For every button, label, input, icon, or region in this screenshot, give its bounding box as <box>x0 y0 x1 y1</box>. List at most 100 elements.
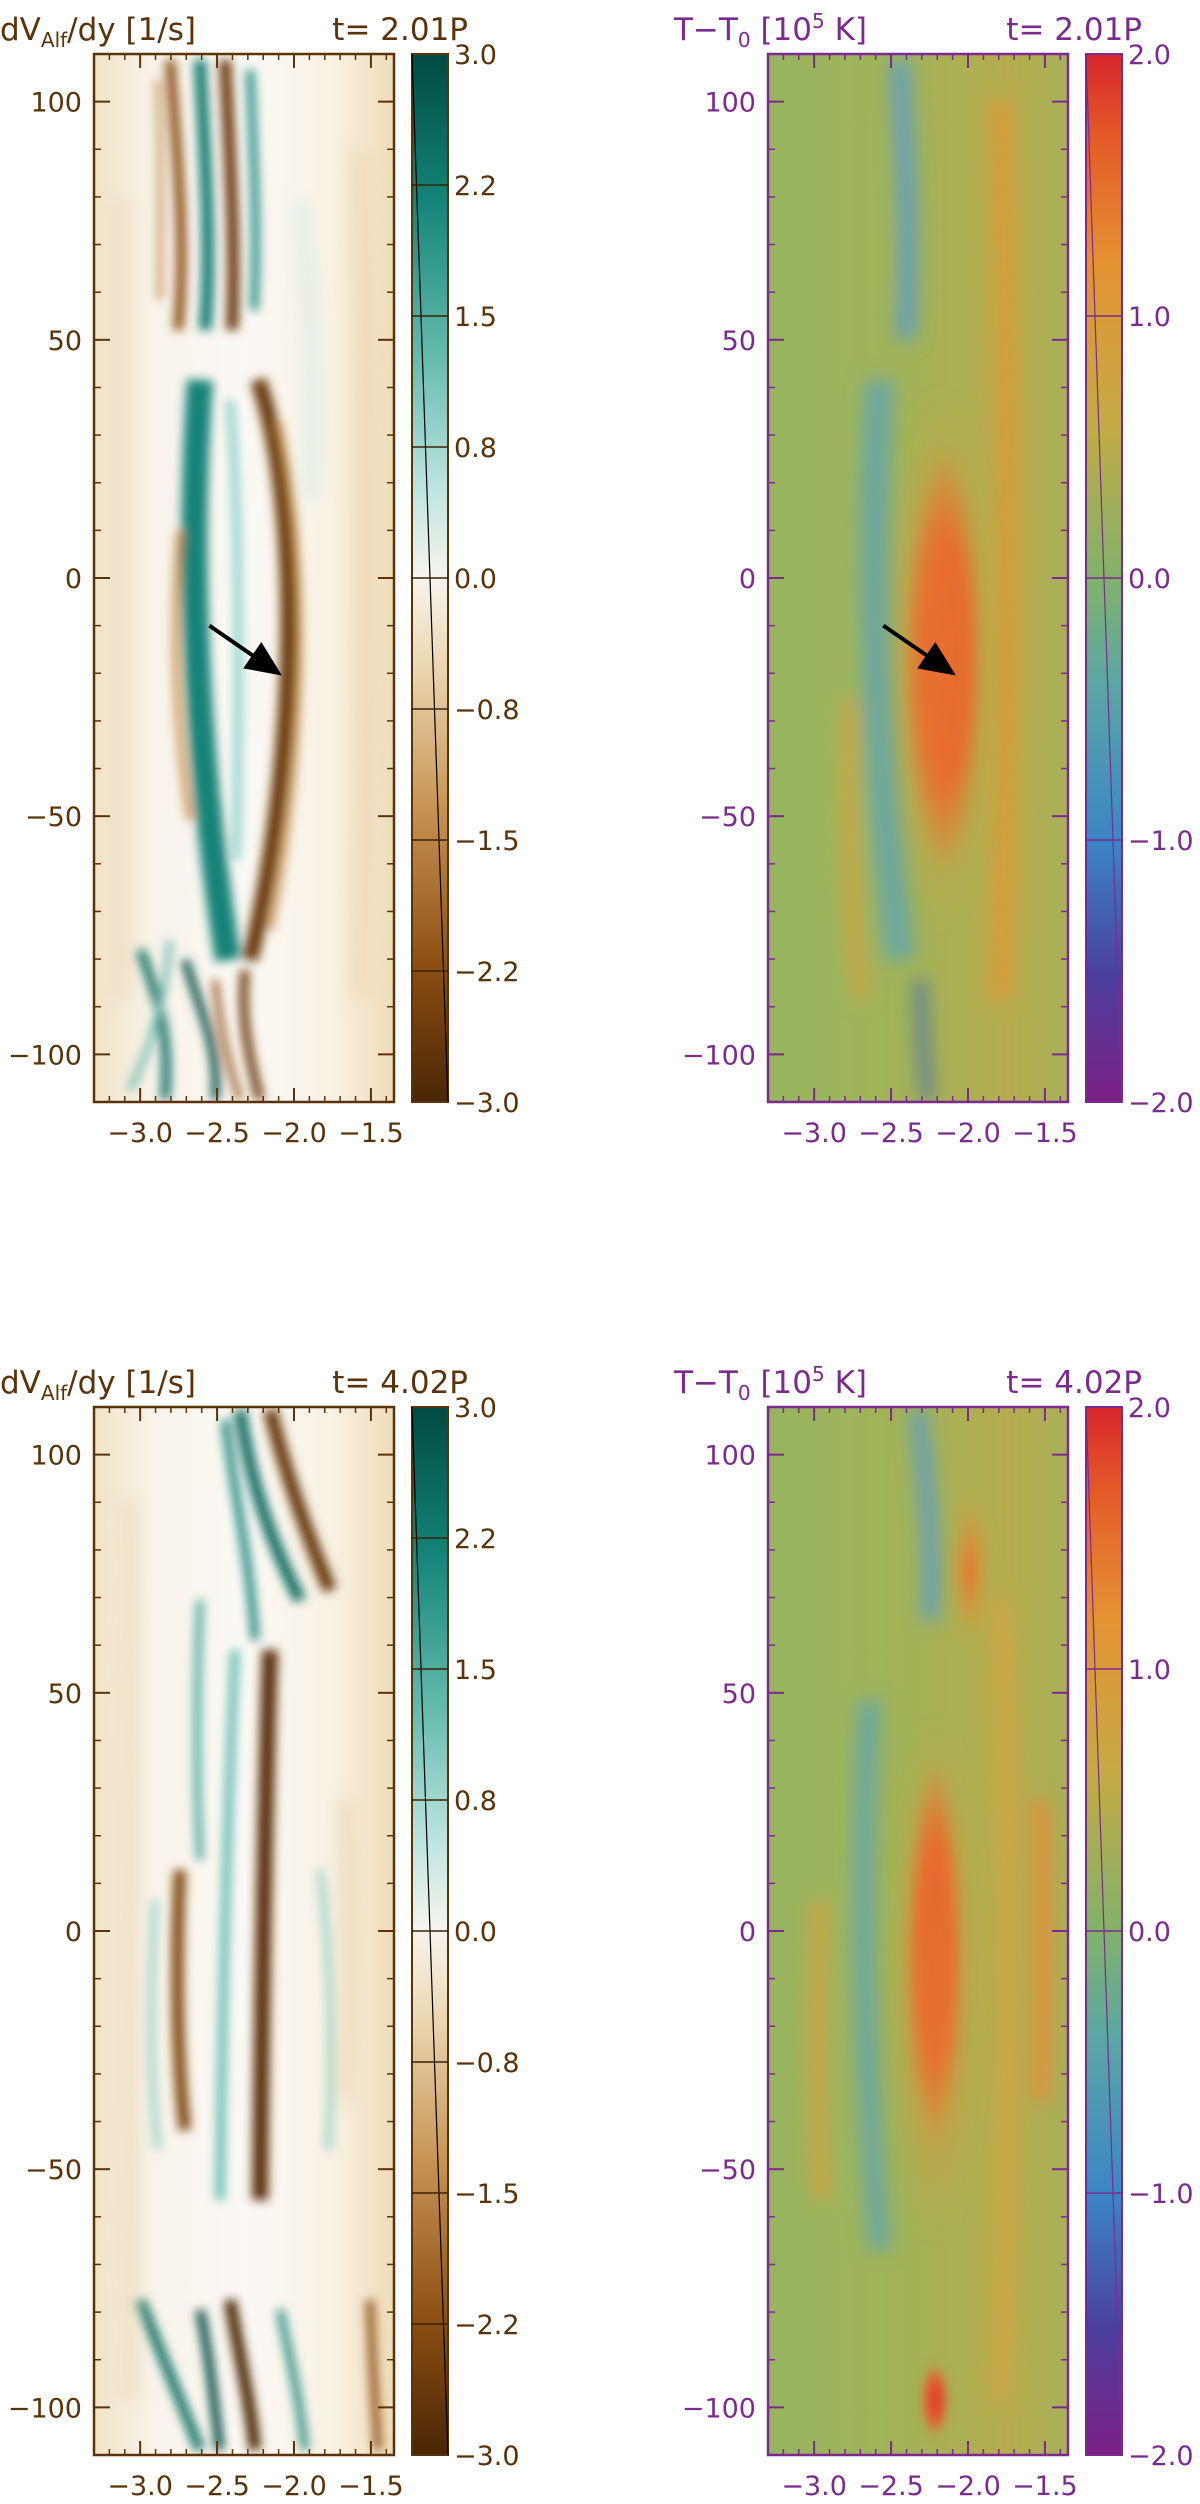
heatmap-field <box>94 54 394 1102</box>
y-tick-label: 50 <box>48 326 82 357</box>
y-tick-label: −100 <box>8 2393 82 2424</box>
y-tick-label: 100 <box>704 1441 756 1472</box>
colorbar-tick-label: 0.0 <box>454 564 497 595</box>
y-tick-label: −100 <box>8 1040 82 1071</box>
y-tick-label: 0 <box>65 1917 82 1948</box>
colorbar-tick-label: 1.5 <box>454 302 497 333</box>
arrow <box>882 623 956 676</box>
colorbar-tick-label: −2.0 <box>1128 2441 1194 2472</box>
title-rest: [10 <box>751 12 812 48</box>
y-tick-label: 100 <box>30 88 82 119</box>
panel-dvdy-t402: −3.0 −2.5 −2.0 −1.5 100 50 0 −50 −100 3.0 2.2 1.5… <box>0 1365 520 2502</box>
y-tick-label: −50 <box>25 802 82 833</box>
colorbar: 2.0 1.0 0.0 −1.0 −2.0 <box>1085 1393 1194 2472</box>
y-tick-label: −50 <box>25 2155 82 2186</box>
title-rest: K] <box>825 1365 867 1401</box>
x-tick-label: −2.5 <box>858 1118 924 1149</box>
colorbar-tick-label: 0.8 <box>454 433 497 464</box>
colorbar-tick-label: 3.0 <box>454 1393 497 1424</box>
x-tick-label: −3.0 <box>107 2471 173 2502</box>
colorbar-tick-label: 0.0 <box>1128 1917 1171 1948</box>
x-tick-label: −3.0 <box>781 2471 847 2502</box>
colorbar: 2.0 1.0 0.0 −1.0 −2.0 <box>1085 40 1194 1119</box>
title-main: T−T <box>673 1365 739 1401</box>
heatmap-field <box>768 54 1068 1102</box>
y-tick-label: 0 <box>65 564 82 595</box>
x-axis: −3.0 −2.5 −2.0 −1.5 <box>107 1407 404 2502</box>
colorbar-tick-label: −2.2 <box>454 2310 520 2341</box>
colorbar-tick-label: 0.0 <box>454 1917 497 1948</box>
title-rest: /dy [1/s] <box>67 1365 196 1401</box>
colorbar-tick-label: 3.0 <box>454 40 497 71</box>
colorbar-tick-label: −3.0 <box>454 2441 520 2472</box>
colorbar: 3.0 2.2 1.5 0.8 0.0 −0.8 −1.5 −2.2 −3.0 <box>411 1393 520 2472</box>
panel-title: dVAlf/dy [1/s] t= 4.02P <box>0 1365 468 1405</box>
title-time: t= 4.02P <box>332 1365 468 1401</box>
x-axis: −3.0 −2.5 −2.0 −1.5 <box>107 54 404 1149</box>
colorbar-tick-label: −3.0 <box>454 1088 520 1119</box>
x-tick-label: −2.5 <box>184 1118 250 1149</box>
x-tick-label: −3.0 <box>107 1118 173 1149</box>
title-rest: [10 <box>751 1365 812 1401</box>
y-axis: 100 50 0 −50 −100 <box>8 1406 394 2456</box>
colorbar-tick-label: −1.5 <box>454 2179 520 2210</box>
colorbar-tick-label: 1.5 <box>454 1655 497 1686</box>
panel-title: dVAlf/dy [1/s] t= 2.01P <box>0 12 468 52</box>
arrow-annotation <box>208 623 282 676</box>
title-text: T−T0 [105 K] <box>673 9 867 52</box>
y-tick-label: 100 <box>704 88 756 119</box>
heatmap-field <box>768 1407 1068 2455</box>
x-axis: −3.0 −2.5 −2.0 −1.5 <box>781 1407 1078 2502</box>
x-tick-label: −1.5 <box>1012 1118 1078 1149</box>
title-main: dV <box>0 12 41 48</box>
colorbar-tick-label: 2.0 <box>1128 40 1171 71</box>
y-tick-label: −100 <box>682 1040 756 1071</box>
x-tick-label: −2.5 <box>858 2471 924 2502</box>
title-main: T−T <box>673 12 739 48</box>
arrow-annotation <box>882 623 956 676</box>
title-time: t= 2.01P <box>1006 12 1142 48</box>
y-axis: 100 50 0 −50 −100 <box>8 53 394 1103</box>
title-rest: /dy [1/s] <box>67 12 196 48</box>
colorbar-tick-label: 0.8 <box>454 1786 497 1817</box>
x-tick-label: −2.0 <box>935 2471 1001 2502</box>
title-time: t= 2.01P <box>332 12 468 48</box>
title-time: t= 4.02P <box>1006 1365 1142 1401</box>
panel-title: T−T0 [105 K] t= 4.02P <box>673 1362 1142 1405</box>
title-subscript: 0 <box>738 1381 751 1405</box>
title-subscript: Alf <box>41 28 68 52</box>
title-superscript: 5 <box>812 9 825 33</box>
title-superscript: 5 <box>812 1362 825 1386</box>
y-axis: 100 50 0 −50 −100 <box>682 53 1068 1103</box>
colorbar: 3.0 2.2 1.5 0.8 0.0 −0.8 −1.5 −2.2 −3.0 <box>411 40 520 1119</box>
x-tick-label: −3.0 <box>781 1118 847 1149</box>
title-rest: K] <box>825 12 867 48</box>
y-tick-label: 100 <box>30 1441 82 1472</box>
y-tick-label: 50 <box>722 326 756 357</box>
colorbar-tick-label: 1.0 <box>1128 302 1171 333</box>
y-tick-label: 50 <box>48 1679 82 1710</box>
colorbar-tick-label: −0.8 <box>454 2048 520 2079</box>
colorbar-tick-label: −2.0 <box>1128 1088 1194 1119</box>
x-tick-label: −2.5 <box>184 2471 250 2502</box>
y-tick-label: 0 <box>739 564 756 595</box>
x-axis: −3.0 −2.5 −2.0 −1.5 <box>781 54 1078 1149</box>
panel-dvdy-t201: −3.0 −2.5 −2.0 −1.5 100 50 0 −50 −100 3.0 2.2 1.5… <box>0 12 520 1149</box>
heatmap-field <box>94 1407 394 2455</box>
y-tick-label: 50 <box>722 1679 756 1710</box>
title-subscript: Alf <box>41 1381 68 1405</box>
colorbar-tick-label: −2.2 <box>454 957 520 988</box>
y-axis: 100 50 0 −50 −100 <box>682 1406 1068 2456</box>
colorbar-tick-label: −1.0 <box>1128 826 1194 857</box>
y-tick-label: −100 <box>682 2393 756 2424</box>
x-tick-label: −2.0 <box>261 2471 327 2502</box>
x-tick-label: −1.5 <box>1012 2471 1078 2502</box>
colorbar-tick-label: −1.0 <box>1128 2179 1194 2210</box>
title-subscript: 0 <box>738 28 751 52</box>
title-text: dVAlf/dy [1/s] <box>0 12 196 52</box>
y-tick-label: −50 <box>699 802 756 833</box>
colorbar-tick-label: 1.0 <box>1128 1655 1171 1686</box>
